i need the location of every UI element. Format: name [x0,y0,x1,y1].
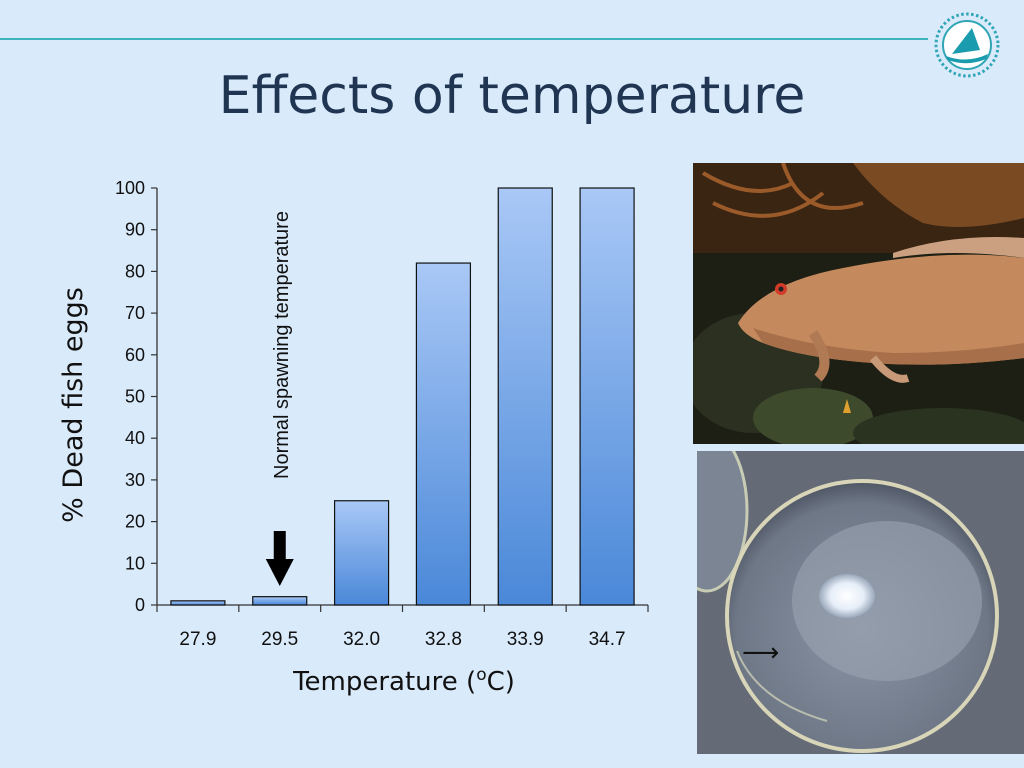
y-tick-label: 90 [125,220,145,240]
x-tick-label: 34.7 [589,629,626,650]
y-tick-label: 30 [125,470,145,490]
bar-33.9 [497,187,553,606]
y-tick-label: 10 [125,553,145,573]
bar-27.9 [170,600,226,606]
bar-29.5 [252,596,308,606]
down-arrow-icon [265,559,294,586]
y-tick-label: 0 [135,595,145,615]
x-tick-label: 32.8 [425,629,462,650]
y-tick-label: 80 [125,261,145,281]
annotation-label: Normal spawning temperature [271,211,293,479]
y-tick-label: 20 [125,512,145,532]
bar-34.7 [579,187,635,606]
y-tick-label: 100 [115,178,145,198]
y-tick-label: 70 [125,303,145,323]
bar-32.0 [333,500,390,606]
x-tick-label: 33.9 [507,629,544,650]
y-tick-label: 50 [125,387,145,407]
y-tick-label: 40 [125,428,145,448]
x-tick-label: 29.5 [261,629,298,650]
bar-chart: 0 10 20 30 40 50 60 70 80 90 100 27.9 29.5 32.0 32.8 33… [58,178,649,697]
header-divider [0,38,928,40]
x-tick-label: 32.0 [343,629,380,650]
y-tick-label: 60 [125,345,145,365]
fish-photo [693,163,1024,444]
slide-title: Effects of temperature [218,66,806,126]
x-axis-label: Temperature (oC) [292,665,515,697]
fish-egg-photo: ⟶ [697,451,1024,754]
y-axis-label: % Dead fish eggs [58,287,89,523]
annotation-arrow-shaft [273,531,286,561]
sailboat-logo-icon [934,12,1000,78]
bar-32.8 [415,262,472,606]
x-tick-label: 27.9 [179,629,216,650]
egg-pointer-arrow: ⟶ [742,638,779,668]
